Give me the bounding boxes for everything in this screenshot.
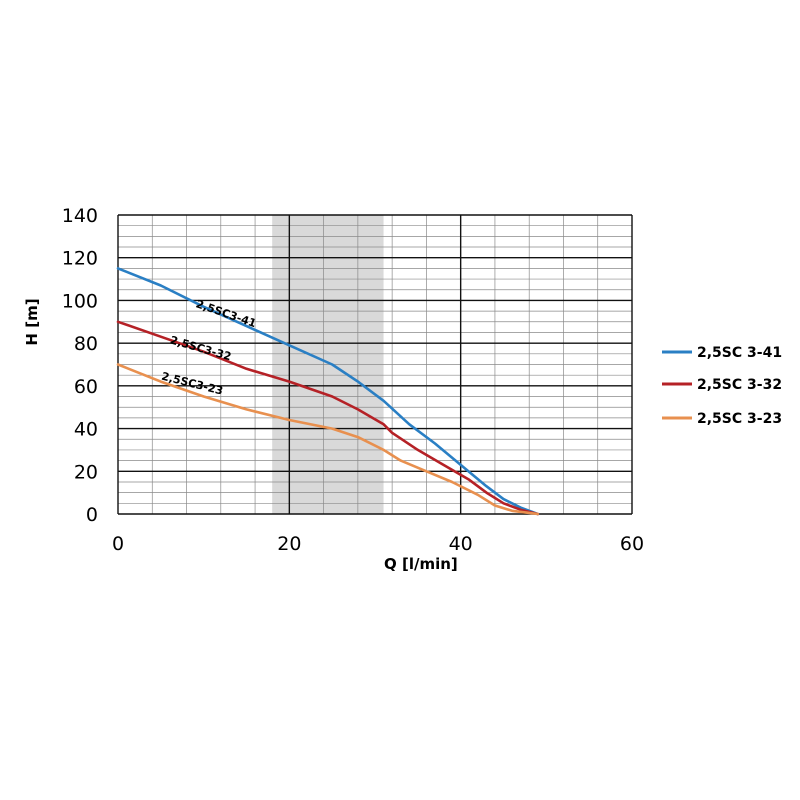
y-tick-label: 80 — [74, 333, 98, 355]
y-tick-label: 60 — [74, 376, 98, 398]
curve-labels: 2,5SC3-412,5SC3-322,5SC3-23 — [160, 297, 258, 397]
y-tick-label: 120 — [62, 248, 98, 270]
y-axis-title: H [m] — [23, 298, 41, 345]
series-line — [116, 363, 540, 516]
legend-label: 2,5SC 3-41 — [697, 345, 782, 361]
tick-labels: 0 20 40 60 0 20 40 60 80 100 120 140 — [62, 205, 644, 555]
series-curve-label: 2,5SC3-41 — [194, 297, 258, 330]
legend-label: 2,5SC 3-32 — [697, 377, 782, 393]
x-tick-label: 40 — [449, 533, 473, 555]
series-line — [116, 320, 540, 516]
series-line — [116, 267, 540, 516]
legend: 2,5SC 3-41 2,5SC 3-32 2,5SC 3-23 — [662, 345, 782, 427]
minor-grid — [118, 215, 632, 514]
x-tick-label: 60 — [620, 533, 644, 555]
series-layer — [116, 267, 540, 516]
x-tick-label: 0 — [112, 533, 124, 555]
legend-label: 2,5SC 3-23 — [697, 411, 782, 427]
y-tick-label: 0 — [86, 504, 98, 526]
x-tick-label: 20 — [277, 533, 301, 555]
y-tick-label: 20 — [74, 461, 98, 483]
y-tick-label: 140 — [62, 205, 98, 227]
y-tick-label: 100 — [62, 290, 98, 312]
x-axis-title: Q [l/min] — [384, 555, 458, 573]
series-curve-label: 2,5SC3-32 — [169, 334, 233, 364]
y-tick-label: 40 — [74, 419, 98, 441]
